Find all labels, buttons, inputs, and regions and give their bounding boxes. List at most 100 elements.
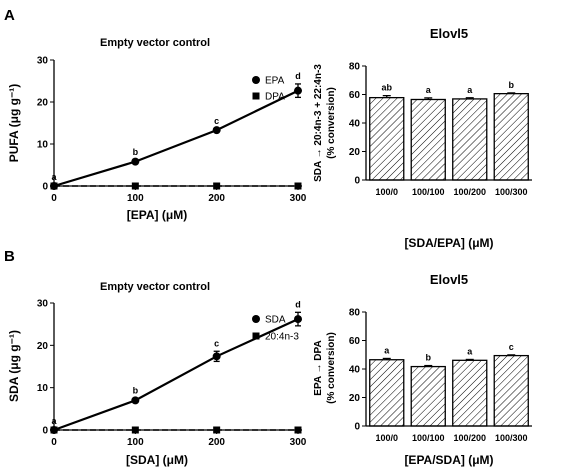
data-point [213, 182, 221, 190]
x-tick-label: 0 [51, 193, 57, 204]
data-point [131, 157, 140, 166]
significance-label: a [51, 172, 57, 182]
legend-label: EPA [265, 76, 285, 87]
data-point [131, 426, 139, 434]
chart-sda-line: Empty vector control [SDA] (μM) SDA (μg g⁻… [7, 281, 307, 467]
significance-label: a [384, 345, 390, 355]
significance-label: a [467, 346, 473, 356]
y-tick-label: 10 [37, 383, 49, 394]
legend-label: SDA [265, 315, 286, 326]
bar [369, 359, 405, 427]
data-point [50, 426, 58, 434]
legend-marker [252, 76, 260, 84]
x-tick-label: 100/200 [453, 433, 486, 443]
bar [410, 98, 446, 181]
x-tick-label: 300 [290, 437, 307, 448]
panel-letter-b: B [4, 248, 15, 265]
data-point [294, 86, 302, 95]
significance-label: b [426, 353, 432, 363]
x-tick-label: 100/300 [495, 433, 528, 443]
x-tick-label: 100 [127, 193, 144, 204]
x-axis-label: [EPA/SDA] (μM) [404, 453, 493, 467]
bar [369, 96, 405, 181]
chart-elovl5-sda-bar: Elovl5 [SDA/EPA] (μM) SDA → 20:4n-3 + 22:4… [313, 26, 532, 250]
legend-marker [252, 332, 260, 340]
y-tick-label: 20 [37, 341, 49, 352]
y-tick-label: 0 [354, 176, 360, 187]
x-axis-label: [EPA] (μM) [127, 208, 187, 222]
significance-label: d [295, 71, 301, 81]
data-point [212, 126, 221, 135]
y-tick-label: 30 [37, 56, 49, 67]
x-tick-label: 100/300 [495, 187, 528, 197]
chart-elovl5-epa-bar: Elovl5 [EPA/SDA] (μM) EPA → DPA (% conversi… [313, 272, 532, 467]
y-tick-label: 80 [349, 308, 361, 319]
data-point [212, 352, 221, 361]
y-axis-label: SDA (μg g⁻¹) [7, 330, 21, 402]
y-tick-label: 40 [349, 365, 361, 376]
y-axis-label: PUFA (μg g⁻¹) [7, 84, 21, 163]
chart-title: Elovl5 [430, 26, 468, 41]
significance-label: ab [381, 83, 392, 93]
series-line-0 [53, 89, 299, 188]
legend-label: DPA [265, 92, 285, 103]
x-axis-label: [SDA] (μM) [126, 453, 188, 467]
x-tick-label: 100 [127, 437, 144, 448]
significance-label: c [214, 338, 219, 348]
legend-label: 20:4n-3 [265, 332, 299, 343]
y-tick-label: 0 [42, 426, 48, 437]
chart-title: Empty vector control [100, 281, 210, 293]
data-point [294, 182, 302, 190]
significance-label: a [51, 416, 57, 426]
y-tick-label: 60 [349, 90, 361, 101]
y-axis-label-secondary: (% conversion) [326, 87, 337, 159]
x-tick-label: 200 [208, 193, 225, 204]
data-point [213, 426, 221, 434]
chart-title: Empty vector control [100, 37, 210, 49]
y-tick-label: 60 [349, 336, 361, 347]
x-axis-label: [SDA/EPA] (μM) [404, 236, 493, 250]
significance-label: b [133, 147, 139, 157]
y-axis-label: EPA → DPA [313, 340, 324, 395]
y-tick-label: 0 [42, 182, 48, 193]
data-point [131, 182, 139, 190]
x-tick-label: 300 [290, 193, 307, 204]
significance-label: a [467, 85, 473, 95]
y-axis-label: SDA → 20:4n-3 + 22:4n-3 [313, 64, 324, 182]
y-tick-label: 0 [354, 422, 360, 433]
x-tick-label: 100/100 [412, 433, 445, 443]
y-axis-label-secondary: (% conversion) [326, 332, 337, 404]
y-tick-label: 80 [349, 62, 361, 73]
significance-label: a [426, 85, 432, 95]
y-tick-label: 20 [349, 393, 361, 404]
y-tick-label: 20 [349, 147, 361, 158]
significance-label: c [509, 342, 514, 352]
legend-marker [252, 315, 260, 323]
chart-title: Elovl5 [430, 272, 468, 287]
y-tick-label: 30 [37, 299, 49, 310]
x-tick-label: 100/200 [453, 187, 486, 197]
significance-label: d [295, 299, 301, 309]
y-tick-label: 10 [37, 140, 49, 151]
bar [410, 365, 446, 427]
data-point [294, 426, 302, 434]
bar [493, 354, 529, 427]
data-point [50, 182, 58, 190]
chart-epa-line: Empty vector control [EPA] (μM) PUFA (μg g… [7, 37, 307, 222]
legend-marker [252, 92, 260, 100]
bar [493, 92, 529, 181]
panel-letter-a: A [4, 7, 15, 24]
y-tick-label: 20 [37, 98, 49, 109]
x-tick-label: 100/0 [375, 433, 398, 443]
x-tick-label: 100/100 [412, 187, 445, 197]
x-tick-label: 100/0 [375, 187, 398, 197]
significance-label: c [214, 116, 219, 126]
x-tick-label: 200 [208, 437, 225, 448]
significance-label: b [133, 386, 139, 396]
x-tick-label: 0 [51, 437, 57, 448]
data-point [131, 396, 140, 405]
significance-label: b [509, 80, 515, 90]
y-tick-label: 40 [349, 119, 361, 130]
bar [452, 98, 488, 181]
